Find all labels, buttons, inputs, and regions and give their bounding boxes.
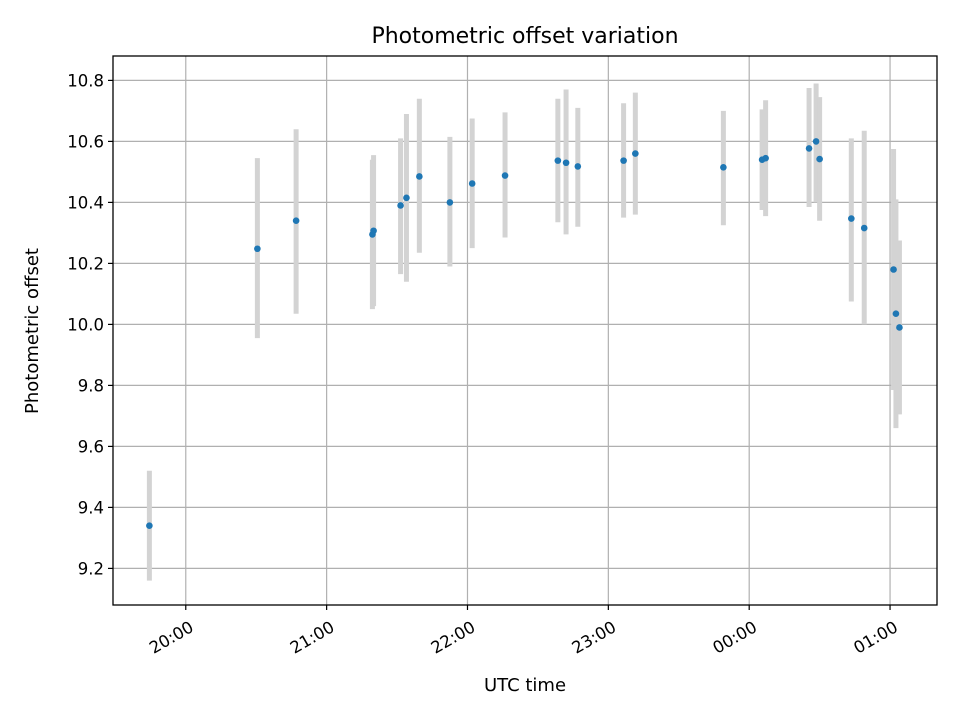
x-axis: 20:00 21:00 22:00 23:00 00:00 01:00: [146, 605, 901, 658]
point-layer: [146, 138, 903, 529]
x-tick-label: 00:00: [710, 617, 761, 657]
data-point: [416, 173, 423, 180]
y-tick-label: 10.2: [67, 254, 104, 273]
data-point: [860, 224, 868, 232]
data-point: [816, 155, 823, 163]
data-point: [574, 163, 582, 170]
x-axis-label: UTC time: [484, 675, 566, 696]
data-point: [468, 180, 476, 187]
errorbar-layer: [146, 83, 902, 581]
y-tick-label: 9.2: [78, 559, 104, 578]
y-tick-label: 10.8: [67, 71, 104, 90]
data-point: [812, 138, 820, 145]
y-tick-label: 9.6: [78, 437, 104, 456]
data-point: [292, 217, 300, 224]
data-point: [562, 159, 570, 167]
data-point: [896, 324, 903, 331]
data-point: [762, 154, 769, 162]
data-point: [501, 172, 509, 179]
y-tick-label: 10.6: [67, 132, 104, 151]
data-point: [805, 145, 813, 152]
data-point: [370, 227, 377, 235]
plot-frame: [112, 55, 938, 606]
x-tick-label: 21:00: [287, 617, 338, 657]
x-tick-label: 22:00: [428, 617, 479, 657]
data-point: [632, 150, 639, 157]
y-tick-label: 10.4: [67, 193, 104, 212]
data-point: [554, 157, 562, 164]
data-point: [446, 199, 454, 206]
x-tick-label: 01:00: [850, 617, 901, 657]
data-point: [397, 202, 404, 209]
y-axis-label: Photometric offset: [22, 248, 43, 414]
data-point: [403, 194, 410, 202]
y-axis: 9.2 9.4 9.6 9.8 10.0 10.2 10.4 10.6 10.8: [67, 71, 113, 578]
y-tick-label: 9.4: [78, 498, 104, 517]
data-point: [254, 245, 261, 253]
x-tick-label: 20:00: [146, 617, 197, 657]
x-tick-label: 23:00: [569, 617, 620, 657]
grid-layer: [113, 56, 937, 605]
chart-title: Photometric offset variation: [371, 24, 678, 49]
data-point: [848, 215, 855, 222]
y-tick-label: 10.0: [67, 315, 104, 334]
data-point: [892, 310, 900, 318]
data-point: [890, 266, 897, 273]
y-tick-label: 9.8: [78, 376, 104, 395]
data-point: [620, 157, 627, 164]
data-point: [720, 164, 727, 171]
data-point: [146, 522, 153, 529]
